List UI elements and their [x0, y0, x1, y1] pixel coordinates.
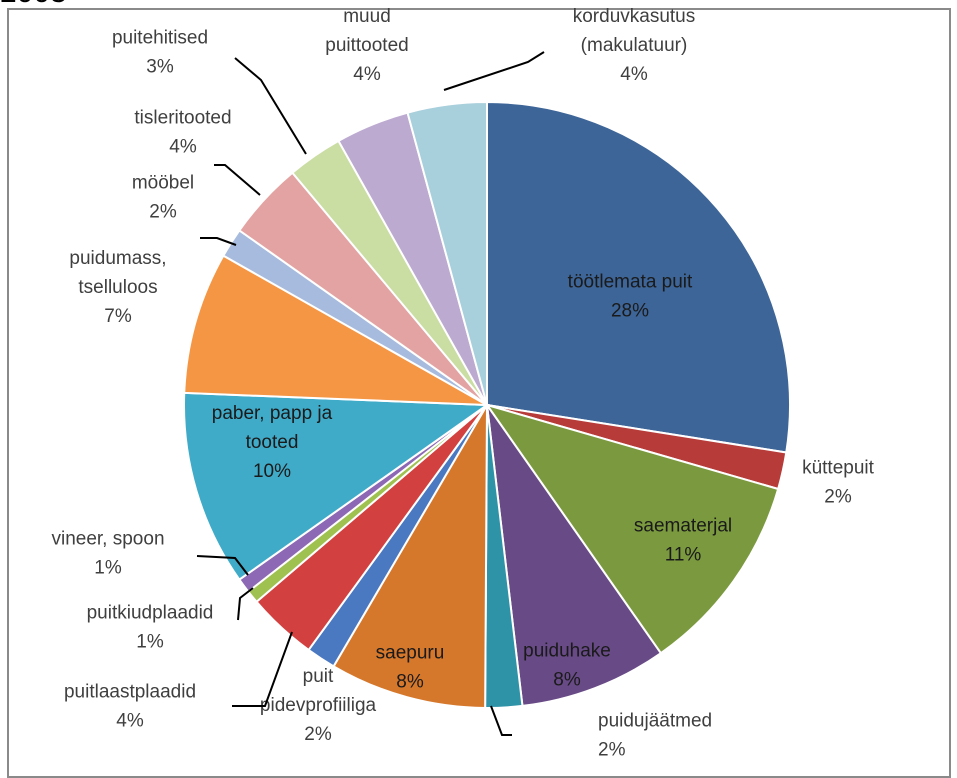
slice-name-2: küttepuit [802, 458, 875, 479]
slice-percent-10: 1% [94, 558, 122, 579]
leader-line-8 [232, 631, 293, 707]
slice-label-6: saepuru 8% [376, 643, 445, 693]
slice-label-13: mööbel 2% [132, 173, 194, 223]
slice-percent-6: 8% [396, 672, 424, 693]
slice-percent-2: 2% [824, 487, 852, 508]
slice-percent-3: 11% [665, 545, 702, 566]
pie-slice-4 [486, 404, 663, 708]
slice-label-1: töötlemata puit 28% [568, 272, 693, 322]
leader-line-14 [214, 164, 261, 196]
slice-label-10: vineer, spoon 1% [51, 529, 164, 579]
slice-label-12: puidumass, tselluloos 7% [69, 248, 166, 327]
slice-label-17: korduvkasutus (makulatuur) 4% [573, 6, 696, 85]
slice-name-17: (makulatuur) [581, 35, 688, 56]
pie-slice-17 [406, 100, 488, 406]
pie-slice-11 [183, 391, 490, 581]
slice-name-9: puitkiudplaadid [87, 603, 214, 624]
slice-name-8: puitlaastplaadid [64, 682, 196, 703]
slice-name-12: tselluloos [78, 277, 157, 298]
leader-line-10 [196, 555, 249, 576]
slice-percent-15: 3% [146, 57, 174, 78]
slice-label-7: puit pidevprofiiliga 2% [260, 666, 377, 745]
leader-line-15 [234, 57, 307, 155]
slice-label-3: saematerjal 11% [634, 516, 732, 566]
slice-name-16: muud [343, 6, 391, 27]
slice-percent-7: 2% [304, 724, 332, 745]
slice-name-12: puidumass, [69, 248, 166, 269]
slice-percent-5: 2% [598, 740, 626, 761]
slice-percent-11: 10% [253, 461, 291, 482]
pie-slice-12 [183, 254, 488, 406]
slice-percent-4: 8% [553, 670, 581, 691]
slice-percent-13: 2% [149, 202, 177, 223]
slice-name-6: saepuru [376, 643, 445, 664]
slice-name-15: puitehitised [112, 28, 208, 49]
slice-percent-8: 4% [116, 711, 144, 732]
slice-label-16: muud puittooted 4% [325, 6, 408, 85]
slice-name-1: töötlemata puit [568, 272, 693, 293]
slice-percent-12: 7% [104, 306, 132, 327]
slice-name-14: tisleritooted [134, 108, 231, 129]
pie-slice-3 [484, 403, 780, 655]
slice-label-8: puitlaastplaadid 4% [64, 682, 196, 732]
pie-slice-1 [486, 100, 791, 454]
slice-label-2: küttepuit 2% [802, 458, 875, 508]
slice-name-4: puiduhake [523, 641, 611, 662]
slice-label-5: puidujäätmed 2% [598, 711, 712, 761]
slice-percent-17: 4% [620, 64, 648, 85]
slice-name-11: paber, papp ja [212, 403, 333, 424]
leader-line-9 [237, 587, 254, 621]
slice-name-3: saematerjal [634, 516, 732, 537]
leader-line-13 [200, 237, 237, 246]
slice-name-16: puittooted [325, 35, 408, 56]
leader-line-17 [443, 51, 545, 91]
slice-name-7: puit [303, 666, 334, 687]
slice-name-10: vineer, spoon [51, 529, 164, 550]
slice-percent-16: 4% [353, 64, 381, 85]
slice-label-15: puitehitised 3% [112, 28, 208, 78]
slice-label-4: puiduhake 8% [523, 641, 611, 691]
slice-name-5: puidujäätmed [598, 711, 712, 732]
slice-name-17: korduvkasutus [573, 6, 696, 27]
slice-percent-9: 1% [136, 632, 164, 653]
slice-name-11: tooted [246, 432, 299, 453]
slice-name-13: mööbel [132, 173, 194, 194]
slice-percent-1: 28% [611, 301, 649, 322]
chart-heading-fragment: 2003 [0, 0, 67, 8]
leader-line-5 [490, 705, 512, 736]
slice-label-11: paber, papp ja tooted 10% [212, 403, 333, 482]
slice-label-14: tisleritooted 4% [134, 108, 231, 158]
slice-name-7: pidevprofiiliga [260, 695, 377, 716]
slice-percent-14: 4% [169, 137, 197, 158]
pie-slice-6 [332, 401, 489, 709]
slice-label-9: puitkiudplaadid 1% [87, 603, 214, 653]
